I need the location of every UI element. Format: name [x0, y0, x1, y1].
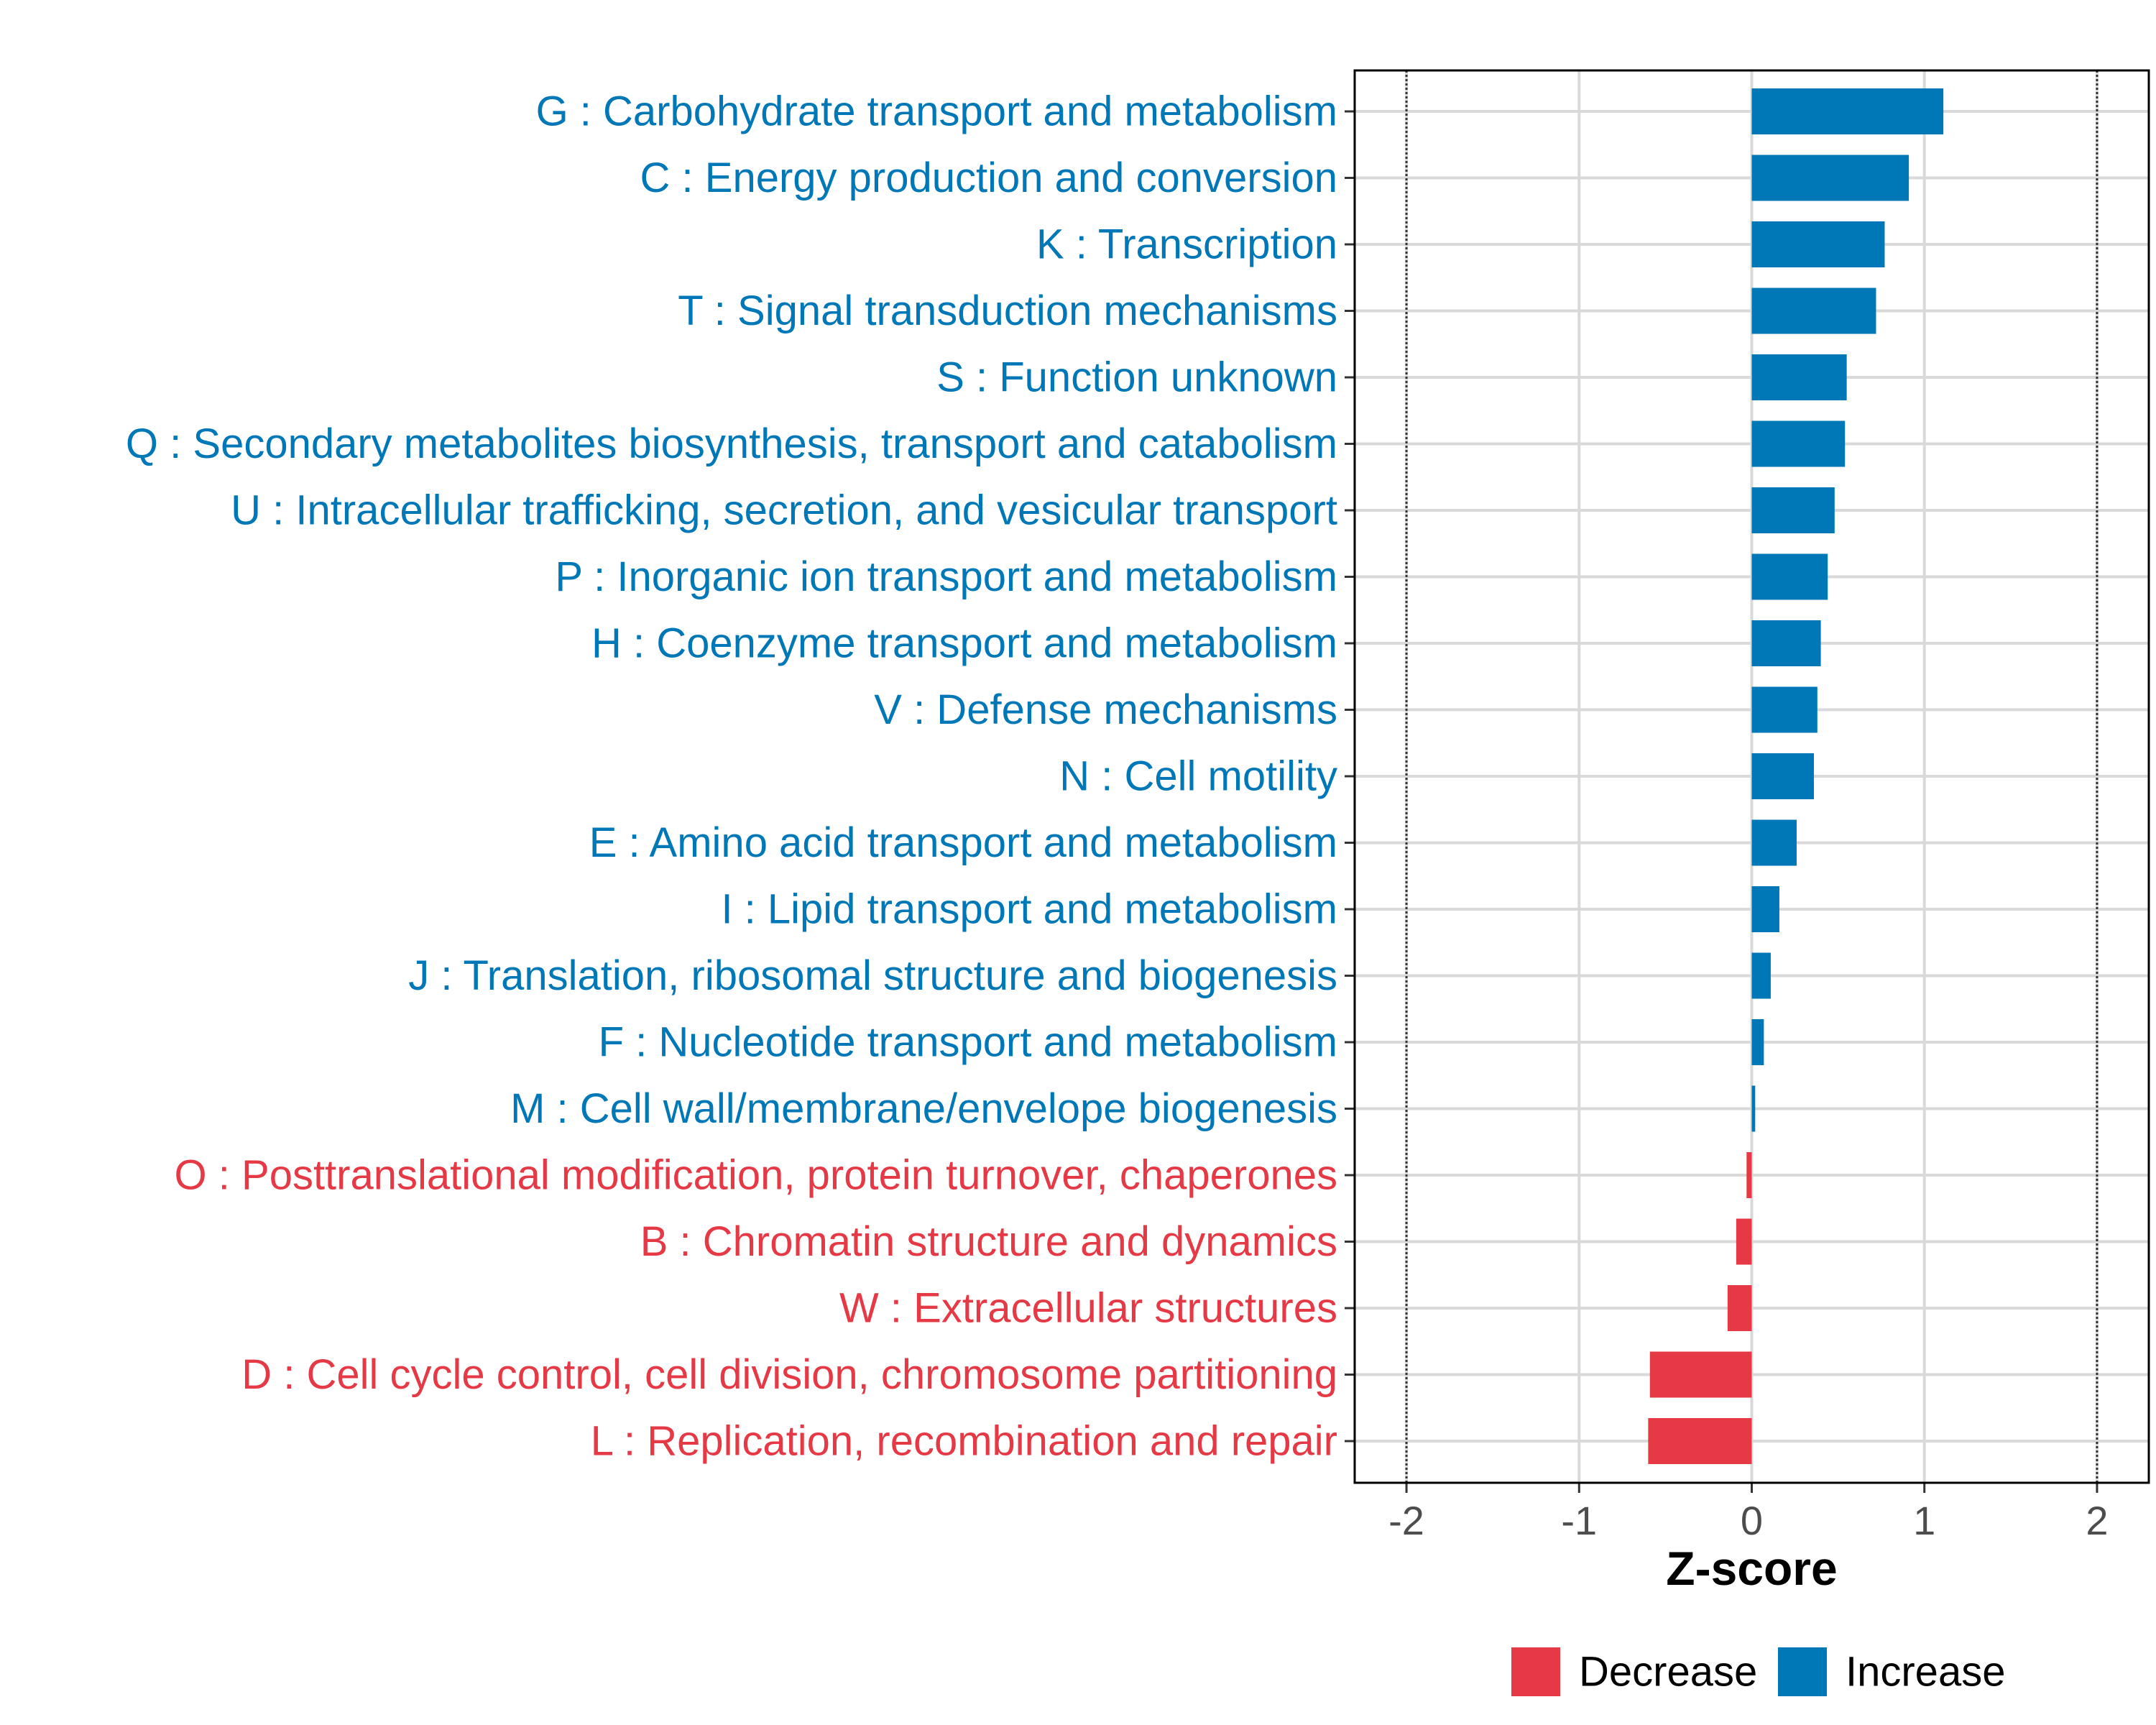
x-tick-label: 0 [1741, 1498, 1763, 1543]
bar [1751, 819, 1797, 866]
y-axis-ticks [1345, 110, 1355, 1443]
bar [1751, 1085, 1756, 1132]
category-label: J : Translation, ribosomal structure and… [408, 952, 1337, 999]
category-label: W : Extracellular structures [839, 1285, 1337, 1332]
legend-swatch [1511, 1647, 1560, 1696]
bar [1751, 553, 1828, 600]
category-label: F : Nucleotide transport and metabolism [599, 1019, 1337, 1066]
bar [1751, 155, 1909, 201]
bar [1751, 686, 1818, 733]
bar [1751, 1019, 1764, 1065]
bar [1751, 88, 1944, 134]
bar [1751, 952, 1771, 999]
x-axis-title: Z-score [1666, 1542, 1837, 1595]
bar [1746, 1152, 1752, 1198]
bar [1751, 886, 1779, 932]
panel-border [1353, 69, 2150, 1484]
category-label: S : Function unknown [936, 354, 1337, 401]
bar [1751, 620, 1821, 666]
category-label: L : Replication, recombination and repai… [591, 1418, 1337, 1465]
x-tick-label: -2 [1388, 1498, 1424, 1543]
bar [1751, 354, 1847, 400]
category-label: K : Transcription [1036, 221, 1337, 268]
bar [1751, 221, 1885, 267]
x-tick-label: -1 [1561, 1498, 1597, 1543]
x-axis-ticks: -2 -1 0 1 2 [1388, 1483, 2109, 1543]
category-label: C : Energy production and conversion [640, 155, 1337, 201]
x-tick-label: 1 [1913, 1498, 1935, 1543]
category-label: M : Cell wall/membrane/envelope biogenes… [510, 1085, 1337, 1132]
category-label: D : Cell cycle control, cell division, c… [241, 1351, 1337, 1398]
category-label: E : Amino acid transport and metabolism [589, 819, 1337, 866]
category-label: O : Posttranslational modification, prot… [175, 1152, 1337, 1199]
bar [1751, 420, 1846, 467]
x-tick-label: 2 [2086, 1498, 2108, 1543]
category-label: B : Chromatin structure and dynamics [640, 1218, 1337, 1265]
bar [1736, 1218, 1752, 1265]
bar [1751, 288, 1876, 334]
legend-label: Decrease [1579, 1649, 1757, 1696]
category-label: G : Carbohydrate transport and metabolis… [536, 88, 1337, 135]
bar [1751, 753, 1814, 799]
category-label: U : Intracellular trafficking, secretion… [231, 487, 1337, 534]
bars [1648, 88, 1944, 1464]
category-label: V : Defense mechanisms [874, 686, 1337, 733]
category-labels: G : Carbohydrate transport and metabolis… [126, 88, 1337, 1465]
category-label: N : Cell motility [1059, 753, 1337, 800]
bar [1648, 1418, 1752, 1464]
category-label: H : Coenzyme transport and metabolism [591, 620, 1337, 667]
bar [1649, 1351, 1752, 1398]
bar [1727, 1285, 1752, 1331]
category-label: Q : Secondary metabolites biosynthesis, … [126, 420, 1337, 467]
legend-swatch [1778, 1647, 1827, 1696]
legend: Decrease Increase [1511, 1647, 2005, 1696]
category-label: P : Inorganic ion transport and metaboli… [555, 553, 1337, 600]
bar [1751, 487, 1835, 533]
category-label: I : Lipid transport and metabolism [721, 886, 1337, 933]
category-label: T : Signal transduction mechanisms [678, 288, 1337, 334]
legend-label: Increase [1846, 1649, 2005, 1696]
